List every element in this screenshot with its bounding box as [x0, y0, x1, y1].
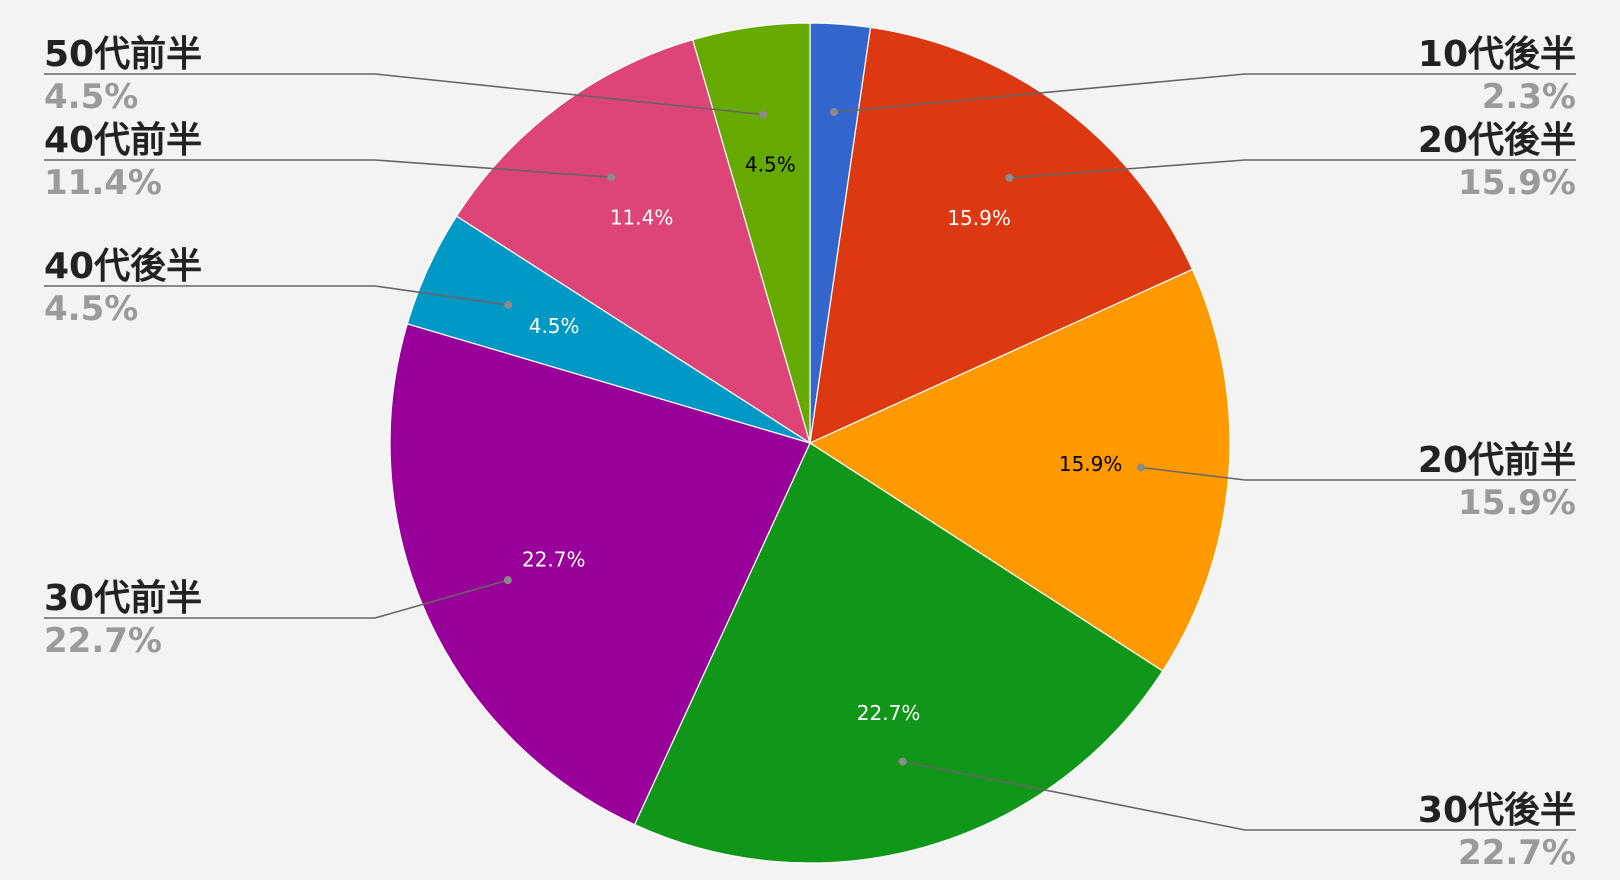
callout-anchor-dot [1136, 463, 1145, 472]
slice-value-label: 15.9% [947, 206, 1011, 230]
callout-value-label: 15.9% [1458, 163, 1576, 203]
slice-value-label: 4.5% [529, 314, 580, 338]
callout-leader-line [1140, 466, 1576, 481]
callout-leader-line [44, 159, 612, 178]
slice-value-label: 15.9% [1059, 452, 1123, 476]
slice-value-label: 4.5% [745, 152, 796, 176]
callout-value-label: 15.9% [1458, 483, 1576, 523]
callout-leader-line [44, 285, 509, 306]
callout-category-label: 20代後半 [1418, 120, 1576, 161]
callout-anchor-dot [503, 576, 512, 585]
callout-category-label: 10代後半 [1418, 34, 1576, 75]
callout-category-label: 20代前半 [1418, 440, 1576, 481]
pie-slices [389, 22, 1231, 864]
callout-value-label: 22.7% [1458, 833, 1576, 873]
callout-category-label: 50代前半 [44, 34, 202, 75]
slice-value-labels: 15.9% 15.9% 22.7% 22.7% 4.5% 11.4% 4.5% [522, 152, 1122, 725]
callout-anchor-dot [1005, 173, 1014, 182]
pie-slice [691, 22, 811, 444]
callout-anchor-dot [607, 173, 616, 182]
slice-value-label: 22.7% [857, 701, 921, 725]
callout-leader-line [44, 579, 509, 619]
callout-category-label: 30代前半 [44, 578, 202, 619]
callout-category-label: 40代前半 [44, 120, 202, 161]
callout-leader-line [1009, 159, 1576, 179]
pie-slice [389, 323, 811, 826]
callout-anchor-dot [504, 300, 513, 309]
pie-slice [808, 268, 1231, 672]
callout-value-label: 4.5% [44, 77, 138, 117]
slice-value-label: 11.4% [610, 206, 674, 230]
callout-value-label: 22.7% [44, 621, 162, 661]
callout-anchor-dot [898, 757, 907, 766]
callout-value-label: 2.3% [1482, 77, 1576, 117]
callout-category-label: 30代後半 [1418, 790, 1576, 831]
callout-leader-line [902, 760, 1576, 831]
callout-anchor-dot [759, 110, 768, 119]
pie-slice [809, 26, 1194, 445]
slice-value-label: 22.7% [522, 547, 586, 571]
pie-slice [633, 442, 1164, 864]
callout-anchor-dot [829, 108, 838, 117]
callout-leader-line [44, 73, 764, 116]
callout-value-label: 11.4% [44, 163, 162, 203]
callout-labels: 10代後半2.3%20代後半15.9%20代前半15.9%30代後半22.7%3… [44, 34, 1576, 873]
callout-leader-line [833, 73, 1576, 113]
callout-category-label: 40代後半 [44, 246, 202, 287]
callout-value-label: 4.5% [44, 289, 138, 329]
